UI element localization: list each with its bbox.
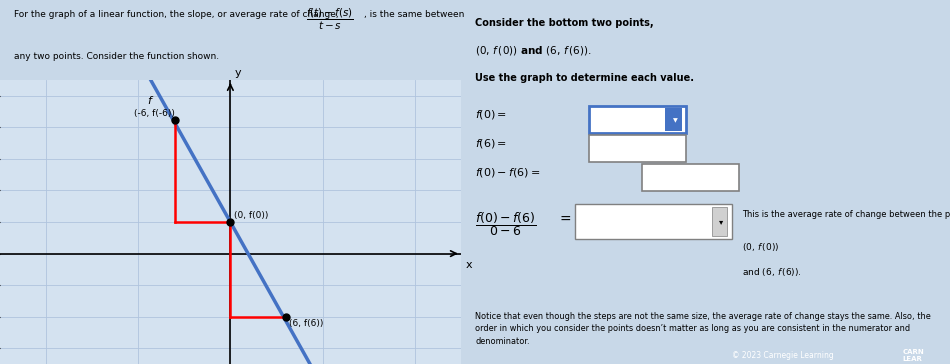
Text: and $(6,\,f\,(6)).$: and $(6,\,f\,(6)).$	[742, 266, 802, 278]
Text: , is the same between: , is the same between	[364, 9, 465, 19]
Text: any two points. Consider the function shown.: any two points. Consider the function sh…	[14, 52, 219, 61]
Text: (6, f(6)): (6, f(6))	[290, 319, 324, 328]
Text: This is the average rate of change between the points: This is the average rate of change betwe…	[742, 210, 950, 219]
Text: $f(6) =$: $f(6) =$	[475, 137, 507, 150]
Text: ▾: ▾	[719, 217, 723, 226]
Text: Consider the bottom two points,: Consider the bottom two points,	[475, 18, 654, 28]
FancyBboxPatch shape	[589, 106, 686, 133]
Text: $(0,\,f\,(0))$: $(0,\,f\,(0))$	[742, 241, 779, 253]
Text: CARN
LEAR: CARN LEAR	[902, 349, 924, 363]
Text: $\dfrac{f(t)-f(s)}{t-s}$: $\dfrac{f(t)-f(s)}{t-s}$	[307, 7, 354, 32]
Text: For the graph of a linear function, the slope, or average rate of change,: For the graph of a linear function, the …	[14, 9, 338, 19]
Text: $\dfrac{f(0)-f(6)}{0-6}$: $\dfrac{f(0)-f(6)}{0-6}$	[475, 210, 537, 238]
FancyBboxPatch shape	[589, 135, 686, 162]
Text: (0, f(0)): (0, f(0))	[234, 211, 269, 220]
Text: y: y	[235, 68, 241, 78]
Text: Use the graph to determine each value.: Use the graph to determine each value.	[475, 73, 694, 83]
Text: © 2023 Carnegie Learning: © 2023 Carnegie Learning	[732, 352, 833, 360]
Text: $f(0)-f(6) =$: $f(0)-f(6) =$	[475, 166, 541, 179]
FancyBboxPatch shape	[575, 204, 732, 239]
FancyBboxPatch shape	[665, 108, 681, 131]
Text: $(0,\,f\,(0))$ and $(6,\,f\,(6)).$: $(0,\,f\,(0))$ and $(6,\,f\,(6)).$	[475, 44, 592, 57]
FancyBboxPatch shape	[642, 164, 739, 191]
Text: ▼: ▼	[674, 119, 678, 123]
Text: $f(0) =$: $f(0) =$	[475, 108, 507, 121]
Text: =: =	[560, 213, 572, 227]
FancyBboxPatch shape	[712, 207, 727, 236]
Text: f: f	[147, 96, 151, 106]
Text: (-6, f(-6)): (-6, f(-6))	[134, 108, 175, 118]
Text: x: x	[466, 260, 472, 270]
Text: Notice that even though the steps are not the same size, the average rate of cha: Notice that even though the steps are no…	[475, 312, 931, 345]
